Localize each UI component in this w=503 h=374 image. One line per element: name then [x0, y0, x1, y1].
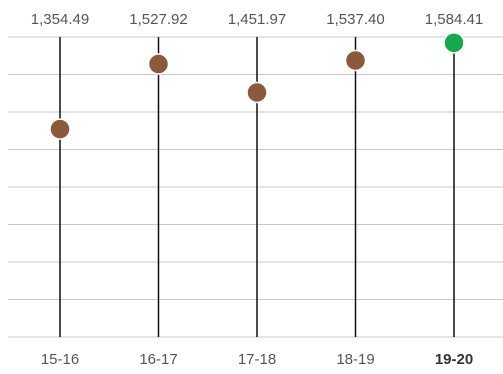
- value-label-15-16: 1,354.49: [31, 11, 89, 28]
- data-point-15-16: [49, 118, 71, 140]
- value-label-17-18: 1,451.97: [228, 11, 286, 28]
- data-point-17-18: [246, 81, 268, 104]
- value-label-18-19: 1,537.40: [326, 11, 384, 28]
- category-label-18-19: 18-19: [336, 351, 374, 368]
- category-label-15-16: 15-16: [41, 351, 79, 368]
- data-point-18-19: [344, 49, 367, 72]
- category-label-19-20: 19-20: [435, 351, 473, 368]
- category-label-17-18: 17-18: [238, 351, 276, 368]
- data-point-16-17: [147, 53, 170, 75]
- gridlines: [8, 36, 503, 338]
- category-labels: 15-16 16-17 17-18 18-19 19-20: [41, 351, 473, 368]
- value-label-19-20: 1,584.41: [425, 11, 483, 28]
- category-label-16-17: 16-17: [139, 351, 177, 368]
- value-label-16-17: 1,527.92: [129, 11, 187, 28]
- data-points: [49, 32, 465, 140]
- data-point-19-20: [443, 32, 465, 54]
- value-labels: 1,354.49 1,527.92 1,451.97 1,537.40 1,584.41: [31, 11, 483, 28]
